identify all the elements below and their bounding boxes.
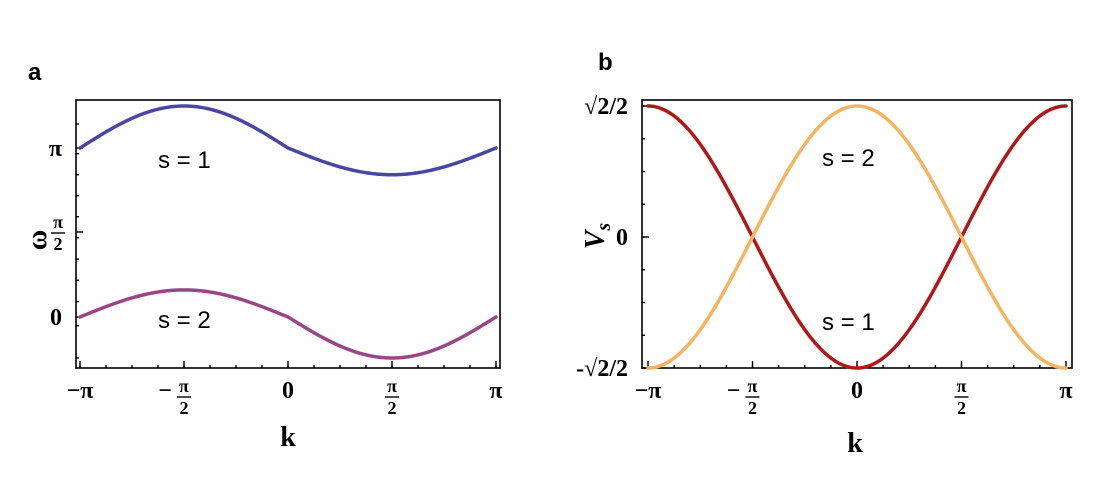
x-tick-label-numerator: π: [387, 376, 397, 396]
y-tick-label-denominator: 2: [54, 234, 63, 254]
panel-a-curves: [78, 104, 498, 360]
panel-b-annotation-s2: s = 2: [822, 145, 875, 172]
y-tick-label: 0: [50, 305, 62, 331]
panel-b-x-axis-title: k: [847, 428, 863, 459]
panel-a-ticks: [76, 123, 497, 368]
panel-b-label: b: [598, 49, 613, 76]
x-tick-label: π: [489, 378, 502, 404]
x-tick-label: −π: [635, 378, 662, 404]
y-tick-label: π: [49, 136, 62, 162]
panel-b-curves: [646, 104, 1068, 370]
series-line-s2: [646, 104, 1068, 370]
y-tick-label: √2/2: [584, 94, 628, 120]
panel-b-y-axis-title-main: V: [580, 228, 611, 249]
y-tick-label: 0: [616, 225, 628, 251]
panel-b-y-axis-title: Vs: [580, 223, 615, 250]
x-tick-label-denominator: 2: [748, 398, 757, 418]
x-tick-label-denominator: 2: [388, 398, 397, 418]
x-tick-label-sign: −: [727, 378, 741, 404]
panel-b: b −π − π20 π2π√2/20-√2/2 s = 2 s = 1 k Vs: [576, 49, 1073, 459]
x-tick-label-sign: −: [158, 378, 172, 404]
x-tick-label: π2: [954, 376, 969, 418]
series-line-s1: [78, 104, 498, 177]
panel-a-label: a: [28, 59, 42, 86]
panel-a-annotation-s2: s = 2: [158, 307, 211, 334]
panel-b-tick-labels: −π − π20 π2π√2/20-√2/2: [576, 94, 1072, 418]
y-tick-label-numerator: π: [53, 212, 63, 232]
panel-a-annotation-s1: s = 1: [158, 147, 211, 174]
panel-a-y-axis-title: ω: [22, 230, 53, 250]
x-tick-label: 0: [851, 378, 863, 404]
panel-a-frame: [75, 99, 501, 369]
panel-b-annotation-s1: s = 1: [822, 309, 875, 336]
panel-a-x-axis-title: k: [280, 422, 296, 453]
x-tick-label: 0: [282, 378, 294, 404]
x-tick-label: − π2: [158, 376, 191, 418]
panel-b-y-axis-title-sub: s: [593, 223, 615, 232]
x-tick-label: −π: [67, 378, 94, 404]
panel-b-ticks: [642, 105, 1067, 369]
x-tick-label-numerator: π: [957, 376, 967, 396]
series-line-s1: [646, 104, 1068, 370]
y-tick-label: -√2/2: [576, 356, 628, 382]
x-tick-label-denominator: 2: [179, 398, 188, 418]
y-tick-label: π2: [51, 212, 65, 254]
x-tick-label: − π2: [727, 376, 760, 418]
x-tick-label-numerator: π: [179, 376, 189, 396]
x-tick-label-numerator: π: [748, 376, 758, 396]
x-tick-label: π: [1059, 378, 1072, 404]
x-tick-label: π2: [385, 376, 400, 418]
x-tick-label-denominator: 2: [957, 398, 966, 418]
series-line-s2: [78, 288, 498, 360]
